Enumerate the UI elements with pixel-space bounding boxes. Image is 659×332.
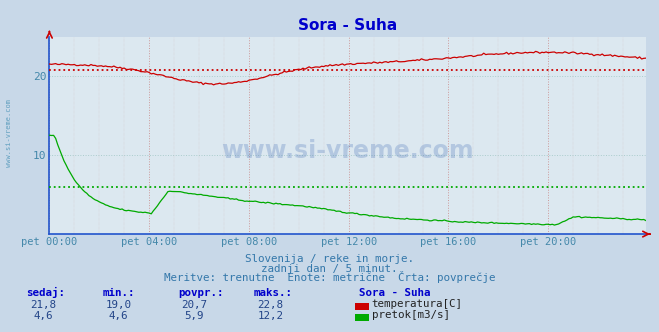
Text: 19,0: 19,0 xyxy=(105,300,132,310)
Text: Meritve: trenutne  Enote: metrične  Črta: povprečje: Meritve: trenutne Enote: metrične Črta: … xyxy=(163,271,496,283)
Text: www.si-vreme.com: www.si-vreme.com xyxy=(5,99,12,167)
Text: 22,8: 22,8 xyxy=(257,300,283,310)
Text: 20,7: 20,7 xyxy=(181,300,208,310)
Text: Sora - Suha: Sora - Suha xyxy=(359,288,430,298)
Text: www.si-vreme.com: www.si-vreme.com xyxy=(221,139,474,163)
Text: zadnji dan / 5 minut.: zadnji dan / 5 minut. xyxy=(261,264,398,274)
Text: temperatura[C]: temperatura[C] xyxy=(372,299,463,309)
Text: maks.:: maks.: xyxy=(254,288,293,298)
Text: 5,9: 5,9 xyxy=(185,311,204,321)
Text: 12,2: 12,2 xyxy=(257,311,283,321)
Text: pretok[m3/s]: pretok[m3/s] xyxy=(372,310,449,320)
Title: Sora - Suha: Sora - Suha xyxy=(298,18,397,33)
Text: 4,6: 4,6 xyxy=(33,311,53,321)
Text: sedaj:: sedaj: xyxy=(26,287,65,298)
Text: 21,8: 21,8 xyxy=(30,300,56,310)
Text: min.:: min.: xyxy=(102,288,134,298)
Text: Slovenija / reke in morje.: Slovenija / reke in morje. xyxy=(245,254,414,264)
Text: 4,6: 4,6 xyxy=(109,311,129,321)
Text: povpr.:: povpr.: xyxy=(178,288,223,298)
